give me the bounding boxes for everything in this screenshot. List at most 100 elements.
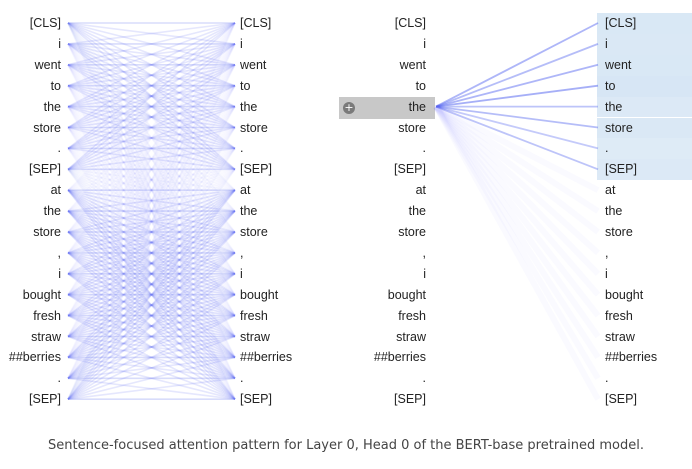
token-label-left-dst[interactable]: ##berries	[240, 350, 293, 365]
token-label-left-src[interactable]: went	[34, 57, 61, 72]
token-label-left-src[interactable]: to	[50, 78, 61, 93]
token-label-left-src[interactable]: bought	[22, 287, 61, 302]
token-label-left-dst[interactable]: i	[240, 266, 243, 281]
token-label-right-src[interactable]: bought	[387, 287, 426, 302]
token-label-right-dst[interactable]: store	[605, 120, 633, 135]
token-label-right-src[interactable]: i	[423, 36, 426, 51]
token-label-right-dst[interactable]: .	[605, 141, 609, 156]
token-label-right-dst[interactable]: i	[605, 36, 608, 51]
token-label-left-src[interactable]: [CLS]	[29, 16, 61, 30]
token-label-right-dst[interactable]: store	[605, 225, 633, 239]
token-label-left-dst[interactable]: the	[240, 99, 258, 114]
attention-line	[67, 231, 236, 400]
token-label-right-src[interactable]: straw	[396, 329, 426, 344]
attention-line	[67, 64, 236, 129]
token-label-left-dst[interactable]: the	[240, 204, 258, 219]
token-label-left-dst[interactable]: went	[240, 57, 267, 72]
token-label-right-src[interactable]: the	[408, 204, 426, 219]
token-label-right-dst[interactable]: [SEP]	[605, 162, 637, 177]
token-label-right-dst[interactable]: the	[605, 204, 623, 219]
token-label-left-dst[interactable]: fresh	[240, 308, 268, 323]
token-label-right-src[interactable]: .	[422, 371, 426, 386]
token-label-right-src[interactable]: i	[423, 266, 426, 281]
token-label-left-src[interactable]: ##berries	[8, 350, 61, 365]
token-label-right-dst[interactable]: to	[605, 78, 616, 93]
token-label-right-src[interactable]: .	[422, 141, 426, 156]
token-label-right-src[interactable]: store	[398, 225, 426, 239]
attention-line	[67, 335, 236, 380]
token-label-left-dst[interactable]: i	[240, 36, 243, 51]
attention-line	[67, 105, 236, 129]
token-label-right-src[interactable]: [SEP]	[394, 392, 426, 407]
token-label-right-src[interactable]: ##berries	[373, 350, 426, 365]
token-label-left-dst[interactable]: [SEP]	[240, 392, 272, 407]
token-label-right-src[interactable]: [SEP]	[394, 162, 426, 177]
token-label-left-src[interactable]: ,	[57, 245, 61, 260]
token-label-left-dst[interactable]: to	[240, 78, 251, 93]
token-label-right-src[interactable]: store	[398, 120, 426, 135]
token-label-right-dst[interactable]: .	[605, 371, 609, 386]
token-label-left-src[interactable]: .	[57, 141, 61, 156]
token-label-left-dst[interactable]: at	[240, 183, 251, 198]
token-label-right-dst[interactable]: ,	[605, 245, 609, 260]
token-label-left-dst[interactable]: ,	[240, 245, 244, 260]
attention-line	[67, 210, 236, 296]
token-label-left-dst[interactable]: .	[240, 371, 244, 386]
selected-attention-line	[435, 22, 599, 108]
attention-line	[67, 43, 236, 87]
attention-line	[67, 84, 236, 171]
token-label-right-dst[interactable]: bought	[605, 287, 644, 302]
token-label-left-src[interactable]: .	[57, 371, 61, 386]
token-label-right-src[interactable]: the	[408, 99, 426, 114]
attention-line	[67, 168, 236, 400]
token-label-right-src[interactable]: went	[399, 57, 426, 72]
attention-line	[67, 252, 236, 338]
token-label-right-src[interactable]: [CLS]	[394, 16, 426, 30]
attention-line	[67, 105, 236, 129]
token-label-right-dst[interactable]: went	[605, 57, 632, 72]
attention-line	[67, 314, 236, 338]
attention-line	[67, 43, 236, 129]
token-label-right-src[interactable]: to	[415, 78, 426, 93]
token-label-right-dst[interactable]: ##berries	[605, 350, 658, 365]
token-label-left-dst[interactable]: store	[240, 120, 268, 135]
attention-line	[67, 314, 236, 380]
token-label-left-dst[interactable]: [CLS]	[240, 16, 272, 30]
token-label-left-src[interactable]: [SEP]	[29, 392, 61, 407]
attention-line	[67, 189, 236, 400]
token-label-left-src[interactable]: store	[33, 225, 61, 239]
token-label-right-dst[interactable]: [SEP]	[605, 392, 637, 407]
token-label-left-src[interactable]: store	[33, 120, 61, 135]
token-label-left-src[interactable]: the	[43, 99, 61, 114]
token-label-left-dst[interactable]: straw	[240, 329, 270, 344]
attention-line	[67, 210, 236, 379]
token-label-right-src[interactable]: ,	[422, 245, 426, 260]
token-label-right-dst[interactable]: [CLS]	[605, 16, 637, 30]
selected-token-highlight[interactable]	[339, 97, 435, 119]
token-label-right-src[interactable]: fresh	[398, 308, 426, 323]
token-label-left-src[interactable]: [SEP]	[29, 162, 61, 177]
token-label-right-dst[interactable]: fresh	[605, 308, 633, 323]
token-label-right-dst[interactable]: i	[605, 266, 608, 281]
attention-line	[67, 252, 236, 400]
token-label-left-src[interactable]: at	[50, 183, 61, 198]
token-label-right-dst[interactable]: the	[605, 99, 623, 114]
token-label-right-src[interactable]: at	[415, 183, 426, 198]
attention-line	[67, 273, 236, 379]
attention-line	[67, 314, 236, 400]
token-label-right-dst[interactable]: at	[605, 183, 616, 198]
attention-line	[67, 168, 236, 296]
token-label-left-dst[interactable]: store	[240, 225, 268, 239]
token-label-left-src[interactable]: i	[58, 266, 61, 281]
token-label-right-dst[interactable]: straw	[605, 329, 635, 344]
attention-weight-cell	[597, 54, 692, 76]
token-label-left-dst[interactable]: .	[240, 141, 244, 156]
token-label-left-dst[interactable]: bought	[240, 287, 279, 302]
token-label-left-src[interactable]: fresh	[33, 308, 61, 323]
token-label-left-src[interactable]: straw	[31, 329, 61, 344]
token-label-left-src[interactable]: i	[58, 36, 61, 51]
token-label-left-dst[interactable]: [SEP]	[240, 162, 272, 177]
plus-icon[interactable]: +	[343, 101, 355, 114]
token-label-left-src[interactable]: the	[43, 204, 61, 219]
attention-line	[67, 22, 236, 170]
